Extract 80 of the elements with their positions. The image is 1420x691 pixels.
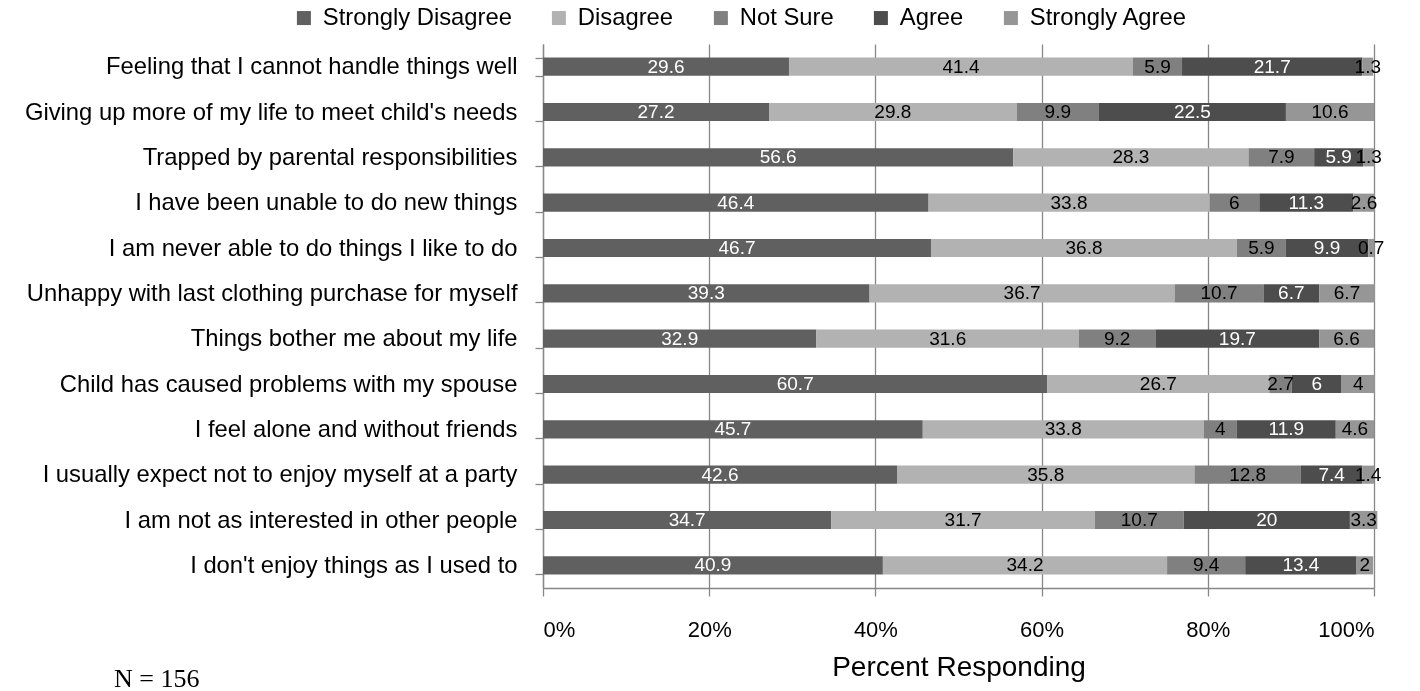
y-tick-label: Child has caused problems with my spouse (59, 369, 518, 397)
data-label: 11.3 (1288, 191, 1325, 213)
legend-label: Not Sure (739, 3, 834, 31)
data-label: 26.7 (1139, 373, 1177, 394)
data-label: 10.6 (1311, 101, 1349, 122)
data-label: 31.6 (929, 327, 967, 349)
data-label: 21.7 (1253, 55, 1291, 77)
data-label: 29.6 (647, 55, 685, 77)
x-tick-label: 100% (1318, 616, 1375, 642)
data-label: 33.8 (1050, 191, 1088, 213)
data-label: 32.9 (661, 327, 699, 349)
data-label: 45.7 (714, 418, 752, 440)
data-label: 4 (1214, 418, 1226, 440)
data-label: 35.8 (1027, 463, 1065, 485)
data-label: 46.4 (717, 191, 755, 213)
data-label: 2.7 (1267, 373, 1294, 394)
data-label: 2 (1359, 554, 1371, 576)
y-tick-label: Things bother me about my life (190, 324, 518, 352)
data-label: 10.7 (1200, 282, 1238, 304)
y-tick-label: I am never able to do things I like to do (108, 233, 518, 261)
data-label: 20 (1256, 509, 1278, 530)
data-label: 36.8 (1065, 237, 1103, 258)
data-label: 34.7 (668, 509, 706, 530)
data-label: 34.2 (1006, 554, 1044, 576)
legend-label: Strongly Agree (1029, 3, 1186, 31)
data-label: 12.8 (1229, 463, 1267, 485)
data-label: 60.7 (776, 373, 814, 394)
data-label: 40.9 (694, 554, 732, 576)
legend-label: Strongly Disagree (322, 3, 512, 31)
data-label: 6.6 (1333, 327, 1360, 349)
y-tick-label: Feeling that I cannot handle things well (106, 52, 518, 80)
y-tick-label: Trapped by parental responsibilities (142, 142, 518, 170)
data-label: 7.4 (1318, 463, 1346, 485)
data-label: 4 (1352, 373, 1364, 394)
data-label: 36.7 (1003, 282, 1041, 304)
data-label: 3.3 (1350, 509, 1377, 530)
data-label: 6.7 (1333, 282, 1361, 304)
data-label: 5.9 (1325, 146, 1352, 168)
data-label: 46.7 (718, 237, 756, 258)
data-label: 11.9 (1268, 418, 1305, 440)
data-label: 41.4 (942, 55, 980, 77)
x-tick-label: 80% (1186, 616, 1231, 642)
data-label: 33.8 (1044, 418, 1082, 440)
data-label: 27.2 (637, 101, 675, 122)
data-label: 4.6 (1341, 418, 1369, 440)
data-label: 22.5 (1173, 101, 1211, 122)
x-tick-label: 20% (687, 616, 732, 642)
y-tick-label: I usually expect not to enjoy myself at a party (42, 460, 518, 488)
data-label: 56.6 (759, 146, 797, 168)
x-tick-label: 0% (543, 616, 576, 642)
y-tick-label: Unhappy with last clothing purchase for myself (26, 278, 518, 306)
legend-label: Agree (899, 3, 964, 31)
data-label: 5.9 (1144, 55, 1171, 77)
y-tick-label: Giving up more of my life to meet child's needs (24, 97, 518, 125)
y-tick-label: I am not as interested in other people (124, 505, 518, 533)
data-label: 9.9 (1313, 237, 1341, 258)
data-label: 10.7 (1120, 509, 1158, 530)
data-label: 9.4 (1192, 554, 1220, 576)
y-tick-label: I don't enjoy things as I used to (190, 550, 518, 578)
data-label: 9.2 (1104, 327, 1131, 349)
text: N = 156 (114, 664, 200, 691)
data-label: 7.9 (1268, 146, 1295, 168)
y-tick-label: I have been unable to do new things (135, 188, 518, 216)
data-label: 6.7 (1278, 282, 1305, 304)
x-tick-label: 60% (1020, 616, 1065, 642)
y-tick-label: I feel alone and without friends (194, 414, 518, 442)
data-label: 6 (1311, 373, 1322, 394)
data-label: 28.3 (1112, 146, 1150, 168)
x-axis-title: Percent Responding (832, 650, 1086, 682)
data-label: 13.4 (1282, 554, 1320, 576)
data-label: 29.8 (874, 101, 912, 122)
data-label: 9.9 (1044, 101, 1072, 122)
legend-label: Disagree (577, 3, 674, 31)
data-label: 39.3 (687, 282, 725, 304)
data-label: 19.7 (1218, 327, 1256, 349)
data-label: 31.7 (944, 509, 982, 530)
data-label: 6 (1229, 191, 1240, 213)
data-label: 42.6 (701, 463, 739, 485)
data-label: 5.9 (1248, 237, 1275, 258)
x-tick-label: 40% (853, 616, 898, 642)
